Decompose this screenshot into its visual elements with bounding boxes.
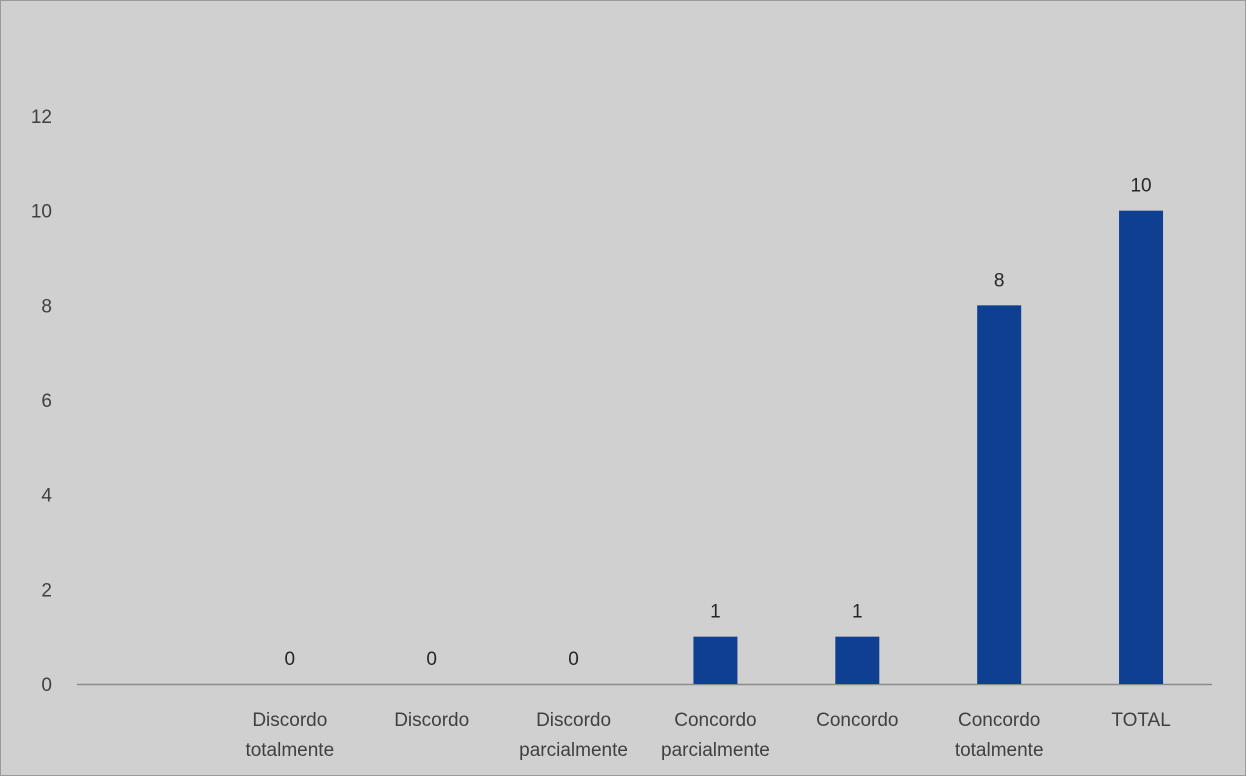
x-category-label: Discordo: [394, 710, 469, 731]
y-tick-label: 12: [31, 107, 52, 128]
x-category-label: Concordo: [816, 710, 898, 731]
y-tick-label: 0: [41, 675, 52, 696]
x-category-label: Concordo: [958, 710, 1040, 731]
x-category-label: parcialmente: [519, 740, 628, 761]
y-tick-label: 4: [41, 486, 52, 507]
data-label: 0: [568, 649, 579, 670]
x-category-label: parcialmente: [661, 740, 770, 761]
bar: [977, 305, 1022, 684]
data-label: 8: [994, 270, 1005, 291]
x-category-label: Discordo: [536, 710, 611, 731]
x-category-label: totalmente: [955, 740, 1044, 761]
data-label: 0: [426, 649, 437, 670]
x-category-label: Concordo: [674, 710, 756, 731]
bar: [693, 636, 738, 684]
data-label: 0: [285, 649, 296, 670]
y-tick-label: 2: [41, 580, 52, 601]
data-label: 10: [1130, 176, 1151, 197]
x-category-label: totalmente: [245, 740, 334, 761]
y-tick-label: 8: [41, 296, 52, 317]
x-category-label: Discordo: [252, 710, 327, 731]
y-tick-label: 6: [41, 391, 52, 412]
x-category-label: TOTAL: [1111, 710, 1170, 731]
data-label: 1: [710, 602, 721, 623]
data-label: 1: [852, 602, 863, 623]
bar: [1119, 210, 1164, 684]
y-tick-label: 10: [31, 202, 52, 223]
bar: [835, 636, 880, 684]
